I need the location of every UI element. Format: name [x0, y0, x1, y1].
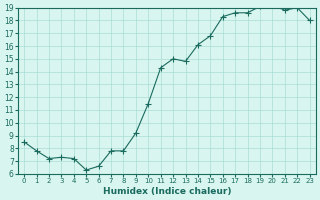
X-axis label: Humidex (Indice chaleur): Humidex (Indice chaleur) [103, 187, 231, 196]
